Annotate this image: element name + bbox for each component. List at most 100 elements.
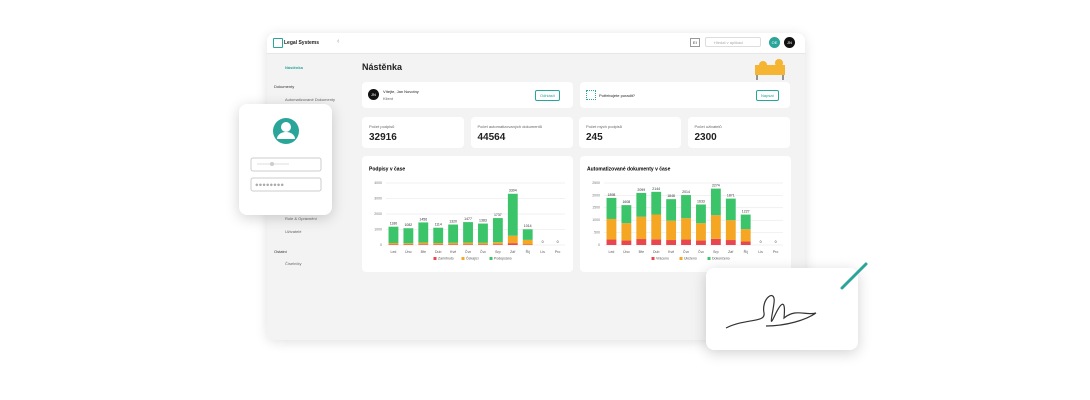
bar-segment [433, 227, 444, 244]
legend-swatch [651, 257, 655, 260]
bar-segment [710, 238, 721, 245]
x-tick-label: Pro [555, 250, 561, 254]
x-tick-label: Kvě [668, 250, 674, 254]
bar-segment [621, 205, 632, 224]
total-label: 2014 [682, 190, 690, 194]
bar-segment [418, 242, 429, 245]
x-tick-label: Čvc [480, 249, 486, 254]
x-tick-label: Led [609, 250, 615, 254]
help-card: Potřebujete poradit? Napsat [580, 82, 790, 108]
total-label: 2144 [652, 187, 660, 191]
x-tick-label: Čvn [683, 249, 689, 254]
bar-segment [478, 244, 488, 245]
x-tick-label: Pro [773, 250, 779, 254]
total-label: 1014 [524, 224, 532, 228]
legend-label: Dokončeno [712, 257, 730, 261]
stat-value: 245 [586, 132, 603, 143]
y-tick-label: 4000 [374, 181, 382, 185]
bar-segment [725, 220, 736, 241]
nav-item[interactable]: Nástěnka [285, 65, 303, 70]
x-tick-label: Bře [639, 250, 645, 254]
bar-segment [606, 197, 617, 219]
x-tick-label: Říj [526, 249, 531, 254]
legend-swatch [433, 257, 437, 260]
bar-segment [478, 242, 488, 245]
legend-swatch [489, 257, 493, 260]
x-tick-label: Srp [713, 250, 719, 254]
legend-swatch [707, 257, 711, 260]
bar-segment [448, 242, 459, 245]
stat-label: Počet mých podpisů [586, 124, 623, 129]
bar-segment [492, 242, 503, 245]
legend-label: Uloženo [684, 257, 697, 261]
search[interactable]: Hledat v aplikaci [705, 37, 761, 47]
x-tick-label: Úno [623, 250, 629, 254]
nav-section: Ostatní [274, 249, 287, 254]
bar-segment [651, 214, 662, 240]
stat-card: Počet mých podpisů 245 [579, 117, 681, 148]
y-tick-label: 1000 [374, 227, 382, 231]
chart: Podpisy v čase 0 1000 2000 3000 4000 Led 1180 Ún… [369, 166, 565, 261]
total-label: 1180 [390, 222, 398, 226]
bar-segment [606, 218, 617, 240]
bar-segment [492, 218, 503, 243]
stat-value: 32916 [369, 132, 397, 143]
bar-segment [388, 244, 399, 245]
pen [840, 262, 868, 290]
total-label: 1871 [727, 194, 735, 198]
logo: Legal Systems [284, 40, 320, 46]
bar-segment [725, 240, 736, 245]
collapse[interactable]: ‹ [337, 38, 340, 45]
x-tick-label: Čvn [465, 249, 471, 254]
total-label: 3304 [509, 189, 517, 193]
nav-item[interactable]: Role & Oprávnění [285, 216, 317, 221]
stat-card: Počet uživatelů 2300 [687, 117, 790, 148]
bar-segment [666, 199, 677, 221]
avatar[interactable]: OE [769, 37, 780, 48]
avatar[interactable]: JN [784, 37, 795, 48]
bar-segment [463, 242, 473, 245]
total-label: 1114 [435, 223, 442, 227]
illustration [755, 59, 785, 80]
nav-item[interactable]: Automatizované Dokumenty [285, 97, 336, 102]
svg-text:●●●●●●●●: ●●●●●●●● [255, 183, 284, 189]
nav-item[interactable]: Číselníky [285, 261, 302, 266]
total-label: 1898 [608, 193, 616, 197]
chart-title: Automatizované dokumenty v čase [587, 166, 671, 172]
stat-label: Počet automatizovaných dokumentů [477, 124, 542, 129]
bar-segment [725, 198, 736, 221]
x-tick-label: Dub [653, 250, 659, 254]
nav-item[interactable]: Uživatelé [285, 229, 302, 234]
legend-swatch [679, 257, 683, 260]
total-label: 1633 [697, 199, 705, 203]
logo-icon [273, 38, 283, 48]
legend-label: Podepsáno [494, 257, 512, 261]
avatar: JN [368, 89, 379, 100]
bar-segment [696, 223, 706, 241]
bar-segment [740, 241, 751, 245]
chart-card: Automatizované dokumenty v čase 0 500 1000 1… [580, 156, 791, 272]
stat-card: Počet podpisů 32916 [362, 117, 464, 148]
total-label: 0 [760, 240, 762, 244]
legend-label: Zamítnuto [438, 257, 454, 261]
x-tick-label: Led [391, 250, 397, 254]
x-tick-label: Lis [758, 250, 763, 254]
bar-segment [507, 243, 518, 245]
bar-segment [621, 240, 632, 245]
lang[interactable]: EI [690, 38, 700, 47]
y-tick-label: 2000 [592, 193, 600, 197]
bar-segment [740, 229, 751, 242]
role: Klient [383, 96, 394, 101]
bar-segment [681, 218, 691, 240]
bar-segment [448, 224, 459, 243]
bar-segment [463, 244, 473, 245]
stat-card: Počet automatizovaných dokumentů 44564 [470, 117, 573, 148]
x-tick-label: Říj [744, 249, 749, 254]
y-tick-label: 500 [594, 231, 600, 235]
bar-segment [606, 239, 617, 245]
x-tick-label: Srp [495, 250, 501, 254]
stat-label: Počet uživatelů [694, 124, 722, 129]
write-button[interactable]: Napsat [756, 90, 779, 101]
bar-segment [621, 223, 632, 241]
logout-button[interactable]: Odhlásit [535, 90, 560, 101]
